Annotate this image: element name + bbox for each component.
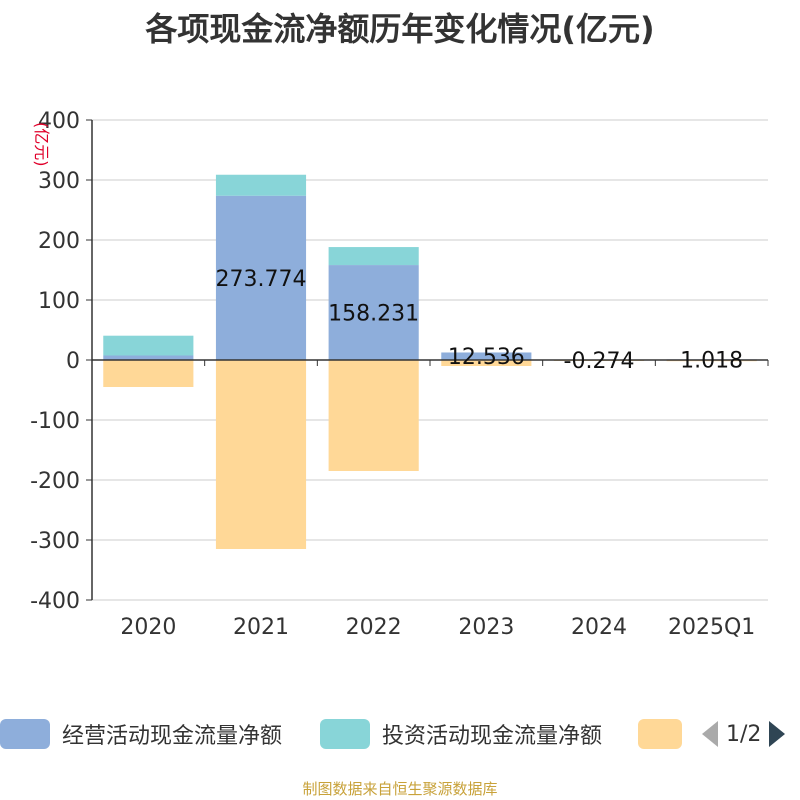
y-tick-label: 0 — [66, 349, 80, 374]
legend-pager: 1/2 — [700, 716, 787, 752]
x-tick-label: 2021 — [233, 615, 289, 640]
prev-page-icon[interactable] — [700, 719, 720, 749]
bar-2021-series-2[interactable] — [215, 360, 307, 549]
data-label-2022: 158.231 — [328, 302, 419, 327]
y-tick-label: -100 — [30, 409, 80, 434]
legend-page-indicator: 1/2 — [726, 721, 762, 747]
y-tick-label: -200 — [30, 469, 80, 494]
bar-2023-series-2[interactable] — [441, 360, 532, 366]
source-footer: 制图数据来自恒生聚源数据库 — [302, 780, 498, 798]
x-tick-label: 2024 — [571, 615, 627, 640]
bar-2022-series-2[interactable] — [328, 360, 419, 471]
bar-2022-series-0[interactable] — [328, 265, 419, 360]
data-label-2024: -0.274 — [564, 349, 635, 374]
bar-2021-series-0[interactable] — [215, 195, 307, 360]
y-tick-label: -400 — [30, 589, 80, 614]
legend-label: 经营活动现金流量净额 — [62, 724, 283, 749]
legend-item-investing[interactable]: 投资活动现金流量净额 — [320, 716, 602, 752]
legend-item-operating[interactable]: 经营活动现金流量净额 — [0, 716, 282, 752]
bar-chart: 400 300 200 100 0 -100 -200 -300 -400 2020 2021 202… — [30, 109, 769, 640]
y-tick-label: 400 — [38, 109, 80, 134]
x-tick-label: 2023 — [458, 615, 514, 640]
bar-2020-series-0[interactable] — [103, 355, 194, 361]
x-tick-label: 2025Q1 — [668, 615, 755, 640]
legend-item-financing[interactable] — [638, 716, 682, 752]
legend-label: 投资活动现金流量净额 — [382, 724, 603, 749]
legend-swatch — [320, 719, 370, 749]
bar-2023-series-0[interactable] — [441, 352, 532, 360]
bar-2020-series-1[interactable] — [103, 335, 194, 356]
y-tick-label: 200 — [38, 229, 80, 254]
y-tick-label: 100 — [38, 289, 80, 314]
legend-swatch — [0, 719, 50, 749]
data-labels: 273.774 158.231 12.536 -0.274 1.018 — [216, 267, 744, 374]
y-tick-label: -300 — [30, 529, 80, 554]
y-tick-label: 300 — [38, 169, 80, 194]
chart-title: 各项现金流净额历年变化情况(亿元) — [145, 10, 655, 48]
x-tick-label: 2020 — [120, 615, 176, 640]
y-axis-label: (亿元) — [32, 122, 51, 167]
x-tick-label: 2022 — [346, 615, 402, 640]
grid-lines — [92, 119, 768, 601]
data-label-2021: 273.774 — [216, 267, 307, 292]
bar-2021-series-1[interactable] — [215, 174, 307, 196]
bars — [103, 174, 757, 549]
data-label-2025Q1: 1.018 — [680, 349, 743, 374]
axes: 400 300 200 100 0 -100 -200 -300 -400 2020 2021 202… — [30, 109, 769, 640]
legend: 经营活动现金流量净额 投资活动现金流量净额 1/2 — [0, 716, 800, 756]
legend-swatch — [638, 719, 682, 749]
next-page-icon[interactable] — [767, 719, 787, 749]
bar-2020-series-2[interactable] — [103, 360, 194, 387]
bar-2022-series-1[interactable] — [328, 247, 419, 266]
data-label-2023: 12.536 — [448, 345, 525, 370]
